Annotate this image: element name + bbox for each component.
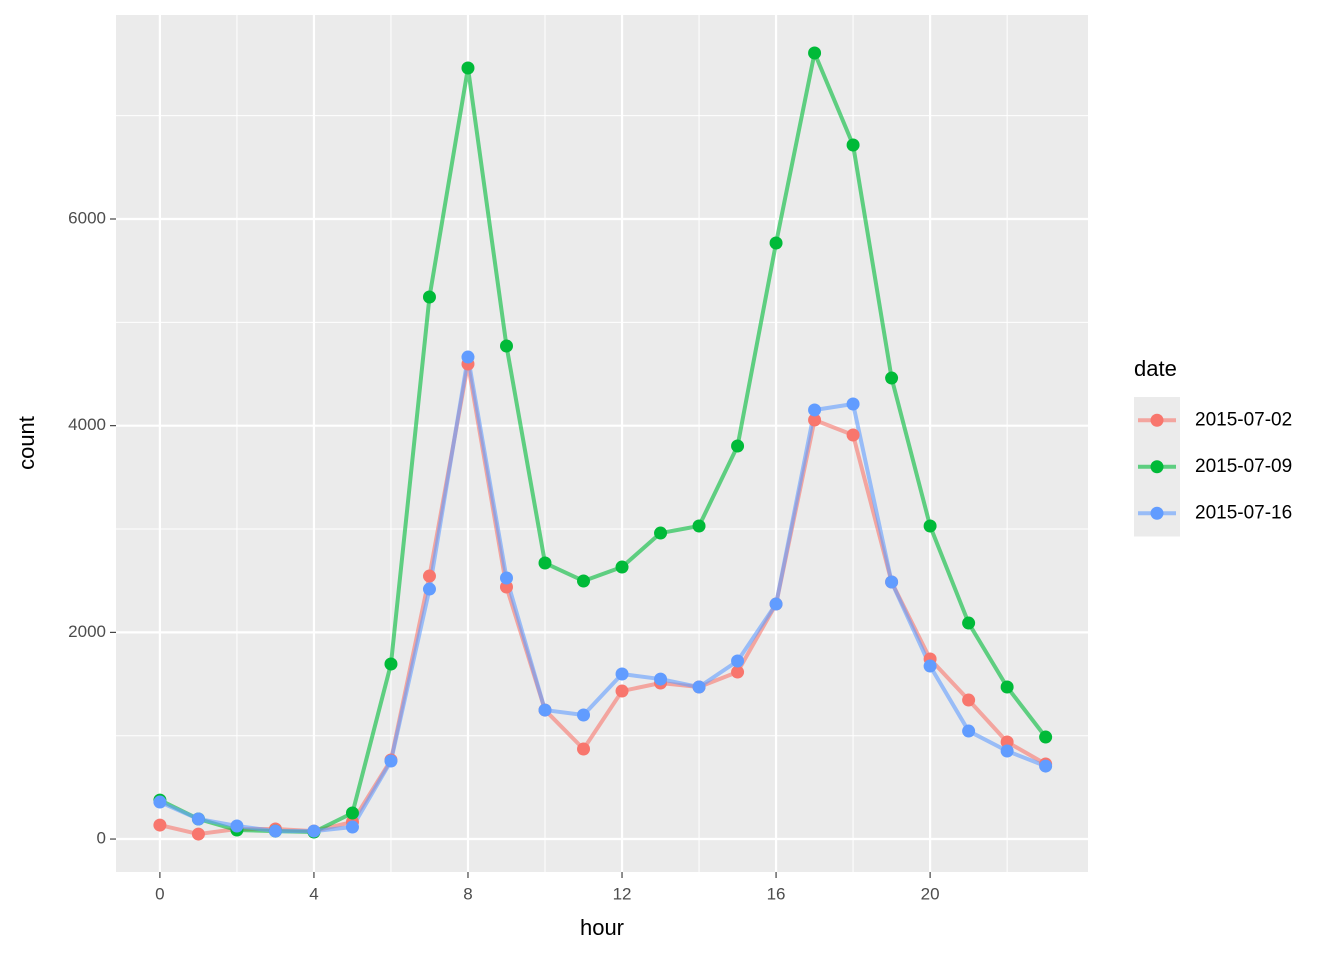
x-tick-label: 8 [463, 884, 472, 903]
point [846, 397, 860, 411]
point [577, 574, 591, 588]
y-tick-label: 6000 [68, 208, 106, 227]
y-tick-label: 4000 [68, 415, 106, 434]
point [962, 693, 976, 707]
point [153, 795, 167, 809]
panel [116, 15, 1088, 872]
point [577, 742, 591, 756]
point [499, 339, 513, 353]
point [654, 526, 668, 540]
point [268, 824, 282, 838]
point [191, 812, 205, 826]
point [499, 571, 513, 585]
point [808, 46, 822, 60]
point [307, 824, 321, 838]
legend-title: date [1134, 356, 1177, 381]
x-tick-label: 20 [921, 884, 940, 903]
point [422, 569, 436, 583]
point [885, 575, 899, 589]
x-tick-label: 0 [155, 884, 164, 903]
point [1039, 759, 1053, 773]
point [384, 754, 398, 768]
point [731, 439, 745, 453]
point [692, 680, 706, 694]
point [846, 138, 860, 152]
point [615, 560, 629, 574]
legend-label: 2015-07-09 [1195, 456, 1292, 477]
point [1039, 730, 1053, 744]
y-tick-label: 2000 [68, 622, 106, 641]
x-tick-label: 12 [613, 884, 632, 903]
point [153, 818, 167, 832]
point [769, 597, 783, 611]
legend-point [1150, 460, 1164, 474]
point [345, 806, 359, 820]
point [731, 665, 745, 679]
point [923, 659, 937, 673]
x-tick-label: 16 [767, 884, 786, 903]
x-tick-label: 4 [309, 884, 318, 903]
point [846, 428, 860, 442]
point [499, 580, 513, 594]
point [384, 657, 398, 671]
point [230, 819, 244, 833]
point [808, 403, 822, 417]
point [769, 236, 783, 250]
legend-label: 2015-07-16 [1195, 502, 1292, 523]
legend-point [1150, 506, 1164, 520]
point [422, 290, 436, 304]
y-axis-title: count [14, 416, 39, 470]
point [808, 413, 822, 427]
legend-point [1150, 413, 1164, 427]
point [461, 61, 475, 75]
point [885, 371, 899, 385]
point [1000, 744, 1014, 758]
point [962, 616, 976, 630]
point [345, 820, 359, 834]
point [461, 350, 475, 364]
point [731, 654, 745, 668]
x-axis-title: hour [580, 915, 624, 940]
legend-label: 2015-07-02 [1195, 409, 1292, 430]
point [191, 827, 205, 841]
y-tick-label: 0 [97, 829, 106, 848]
point [615, 684, 629, 698]
point [1000, 680, 1014, 694]
point [923, 519, 937, 533]
point [422, 582, 436, 596]
point [654, 672, 668, 686]
point [538, 703, 552, 717]
point [538, 556, 552, 570]
point [615, 667, 629, 681]
point [1000, 735, 1014, 749]
point [692, 519, 706, 533]
point [577, 708, 591, 722]
point [962, 724, 976, 738]
